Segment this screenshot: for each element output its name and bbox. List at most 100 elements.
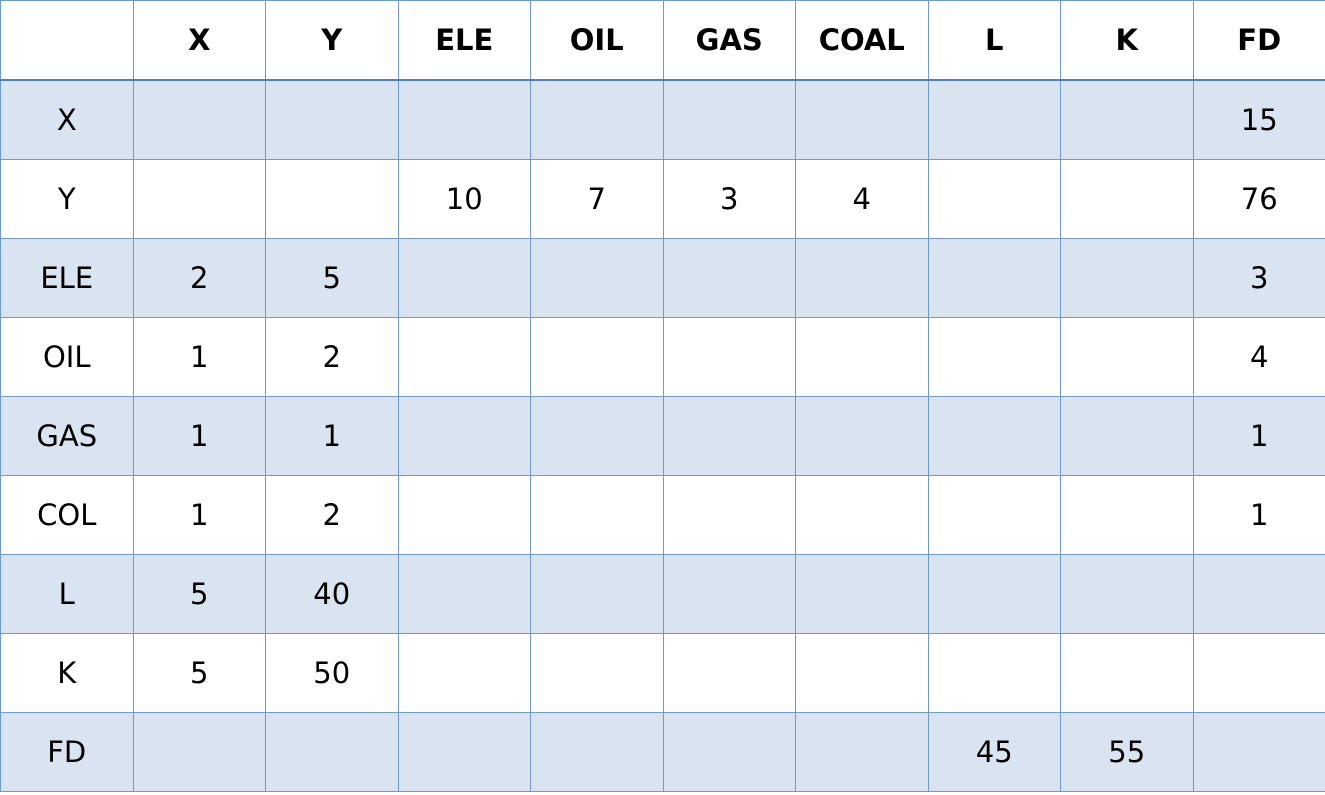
table-row: GAS 1 1 1 (0, 396, 1325, 476)
table-cell (530, 633, 664, 713)
column-header-l: L (927, 0, 1061, 81)
table-row: L 5 40 (0, 554, 1325, 634)
table-cell (662, 317, 796, 397)
table-cell: 4 (1192, 317, 1325, 397)
table-cell (927, 554, 1061, 634)
table-cell (795, 238, 929, 318)
row-label-cell: ELE (0, 238, 134, 318)
table-cell (662, 79, 796, 160)
table-cell (397, 317, 531, 397)
table-cell (795, 633, 929, 713)
table-cell (1192, 633, 1325, 713)
table-cell (1060, 475, 1194, 555)
table-cell (530, 238, 664, 318)
table-row: OIL 1 2 4 (0, 317, 1325, 397)
table-cell (795, 396, 929, 476)
row-label-cell: GAS (0, 396, 134, 476)
table-cell (795, 79, 929, 160)
table-cell (397, 79, 531, 160)
row-label-cell: X (0, 79, 134, 160)
table-cell: 2 (265, 475, 399, 555)
row-label-cell: COL (0, 475, 134, 555)
table-cell: 1 (132, 317, 266, 397)
table-cell: 40 (265, 554, 399, 634)
table-cell: 3 (1192, 238, 1325, 318)
table-cell (1060, 159, 1194, 239)
table-row: COL 1 2 1 (0, 475, 1325, 555)
table-cell: 5 (265, 238, 399, 318)
table-cell: 7 (530, 159, 664, 239)
table-cell (927, 79, 1061, 160)
table-cell (1192, 712, 1325, 792)
table-cell: 1 (132, 475, 266, 555)
table-cell (662, 475, 796, 555)
row-label-cell: Y (0, 159, 134, 239)
column-header-gas: GAS (662, 0, 796, 81)
table-cell (1060, 79, 1194, 160)
table-cell (1060, 317, 1194, 397)
row-label-cell: K (0, 633, 134, 713)
table-cell (132, 712, 266, 792)
table-cell: 76 (1192, 159, 1325, 239)
table-cell: 3 (662, 159, 796, 239)
table-cell (662, 238, 796, 318)
table-cell (1192, 554, 1325, 634)
table-cell (530, 396, 664, 476)
table-cell (530, 712, 664, 792)
table-body: X 15 Y 10 7 3 4 76 ELE 2 5 3 OIL 1 2 4 GAS 1 1 1 COL 1 2 1 L 5 40 K… (0, 79, 1325, 792)
table-cell (662, 554, 796, 634)
table-cell (132, 159, 266, 239)
table-row: K 5 50 (0, 633, 1325, 713)
row-label-cell: FD (0, 712, 134, 792)
table-cell (530, 475, 664, 555)
table-cell (530, 79, 664, 160)
table-cell (662, 712, 796, 792)
table-cell (662, 396, 796, 476)
table-cell (795, 317, 929, 397)
table-cell (265, 79, 399, 160)
table-cell (397, 554, 531, 634)
table-cell: 1 (1192, 396, 1325, 476)
table-cell: 2 (265, 317, 399, 397)
column-header-k: K (1060, 0, 1194, 81)
table-cell (795, 712, 929, 792)
column-header-fd: FD (1192, 0, 1325, 81)
table-cell: 4 (795, 159, 929, 239)
header-row: X Y ELE OIL GAS COAL L K FD (0, 0, 1325, 81)
table-cell (1060, 396, 1194, 476)
table-cell: 5 (132, 554, 266, 634)
table-cell (927, 396, 1061, 476)
column-header-x: X (132, 0, 266, 81)
column-header-ele: ELE (397, 0, 531, 81)
table-cell (795, 554, 929, 634)
table-cell (1060, 238, 1194, 318)
column-header-oil: OIL (530, 0, 664, 81)
table-cell (530, 554, 664, 634)
table-cell (530, 317, 664, 397)
table-cell (397, 238, 531, 318)
table-cell (927, 159, 1061, 239)
table-cell (265, 159, 399, 239)
column-header-coal: COAL (795, 0, 929, 81)
table-cell: 45 (927, 712, 1061, 792)
table-cell (397, 396, 531, 476)
table-cell: 10 (397, 159, 531, 239)
table-cell (397, 712, 531, 792)
table-cell (132, 79, 266, 160)
header-corner-cell (0, 0, 134, 81)
table-cell (795, 475, 929, 555)
table-cell: 50 (265, 633, 399, 713)
row-label-cell: OIL (0, 317, 134, 397)
table-cell: 1 (265, 396, 399, 476)
table-cell: 55 (1060, 712, 1194, 792)
table-cell (1060, 554, 1194, 634)
table-cell (927, 317, 1061, 397)
table-cell (265, 712, 399, 792)
table-row: Y 10 7 3 4 76 (0, 159, 1325, 239)
column-header-y: Y (265, 0, 399, 81)
row-label-cell: L (0, 554, 134, 634)
table-cell: 1 (132, 396, 266, 476)
table-cell: 5 (132, 633, 266, 713)
table-cell (927, 633, 1061, 713)
